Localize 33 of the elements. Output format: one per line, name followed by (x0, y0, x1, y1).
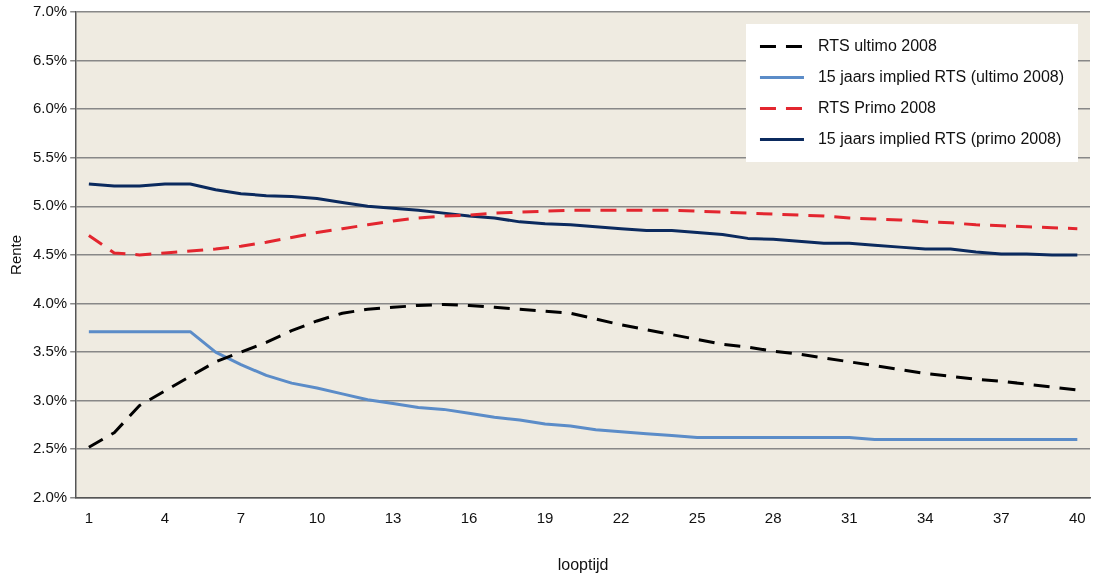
y-tick-label: 2.5% (32, 439, 68, 457)
legend-label: RTS Primo 2008 (817, 98, 937, 116)
x-tick-label: 1 (84, 508, 94, 526)
y-tick-label: 6.0% (32, 99, 68, 117)
x-tick-label: 7 (236, 508, 246, 526)
y-tick-label: 4.5% (32, 245, 68, 263)
x-tick-label: 19 (536, 508, 554, 526)
y-tick-label: 3.5% (32, 342, 68, 360)
line-series (87, 302, 1079, 449)
y-axis-title: Rente (7, 234, 25, 275)
y-tick-label: 5.5% (32, 147, 68, 165)
x-tick-label: 25 (688, 508, 706, 526)
x-tick-label: 31 (840, 508, 858, 526)
legend-label: 15 jaars implied RTS (ultimo 2008) (817, 67, 1064, 85)
y-tick-label: 4.0% (32, 293, 68, 311)
x-tick-label: 40 (1068, 508, 1086, 526)
y-tick-label: 5.0% (32, 196, 68, 214)
x-tick-label: 13 (384, 508, 402, 526)
x-axis-title: looptijd (557, 555, 609, 573)
y-tick-label: 6.5% (32, 50, 68, 68)
x-tick-label: 37 (992, 508, 1010, 526)
y-tick-label: 2.0% (32, 487, 68, 505)
y-tick-label: 7.0% (32, 2, 68, 20)
x-tick-label: 34 (916, 508, 934, 526)
y-tick-label: 3.0% (32, 390, 68, 408)
legend-label: 15 jaars implied RTS (primo 2008) (817, 129, 1062, 147)
x-tick-label: 4 (160, 508, 170, 526)
legend-label: RTS ultimo 2008 (817, 36, 937, 54)
x-tick-label: 16 (460, 508, 478, 526)
x-tick-label: 10 (308, 508, 326, 526)
line-series (87, 208, 1079, 257)
x-tick-label: 22 (612, 508, 630, 526)
x-tick-label: 28 (764, 508, 782, 526)
